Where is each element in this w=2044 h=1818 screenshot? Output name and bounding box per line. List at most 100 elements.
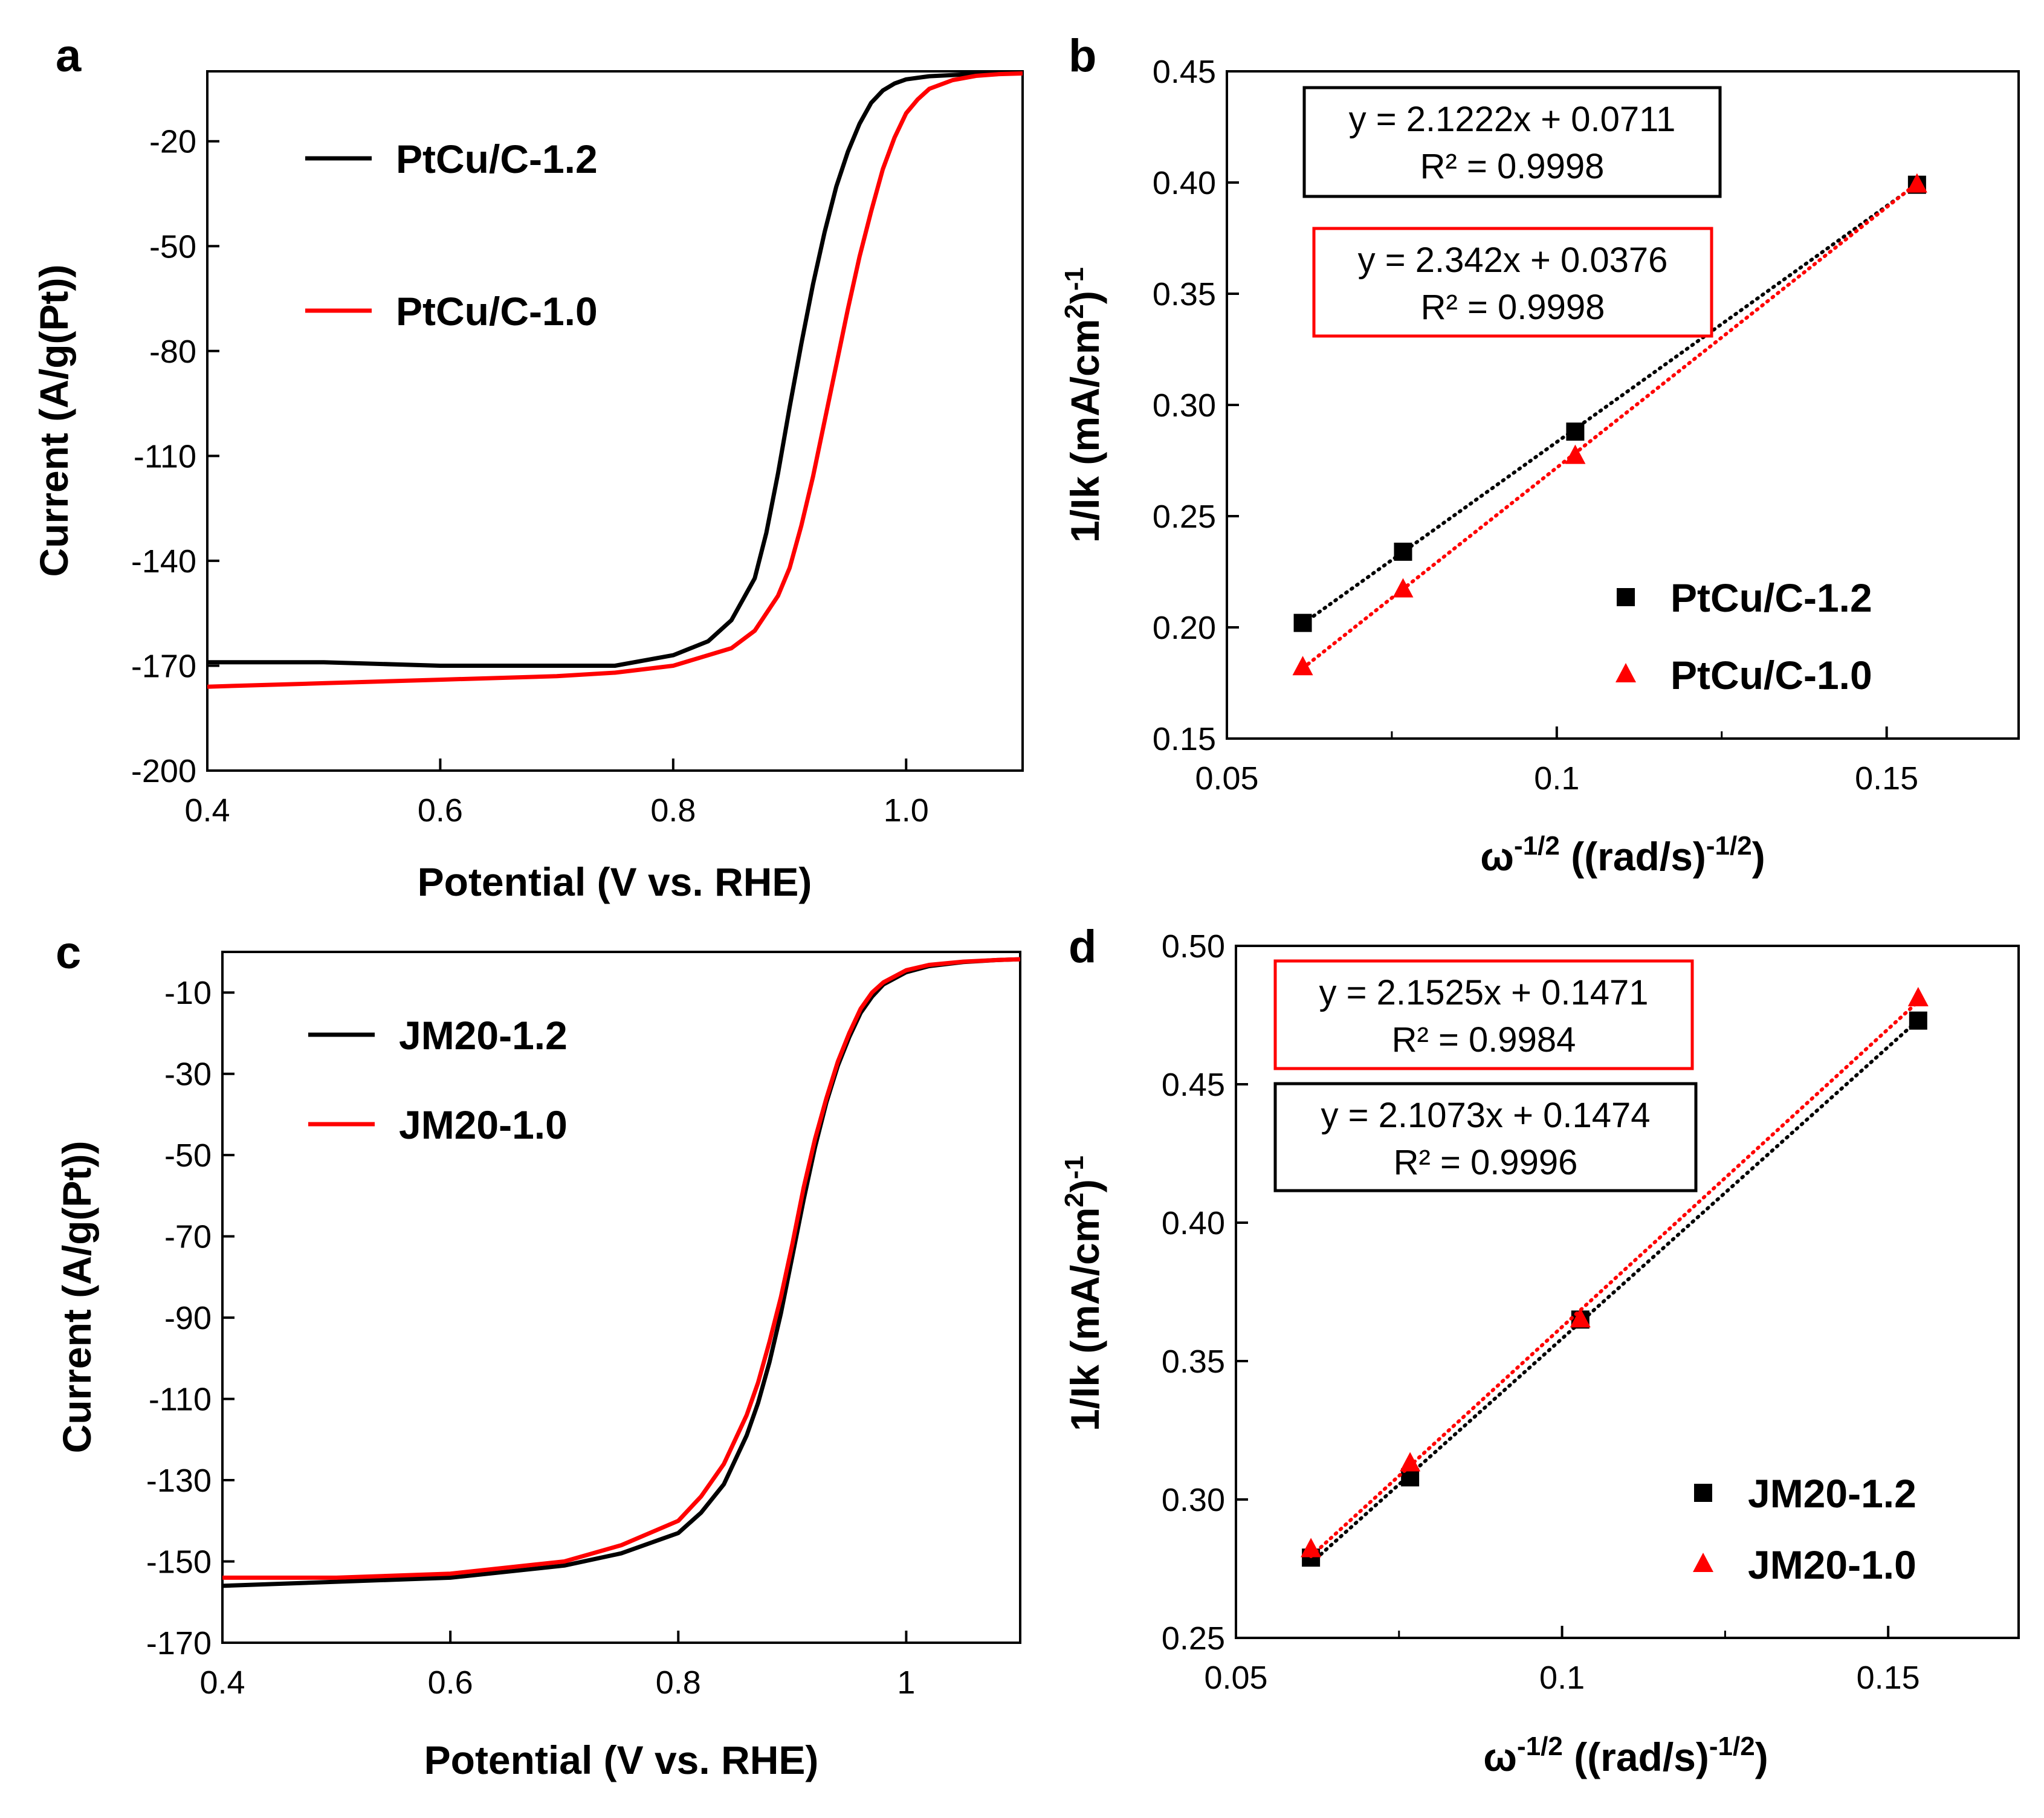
y-tick-label: -50 [149, 228, 196, 265]
data-point-JM20-1.0 [1301, 1538, 1322, 1558]
y-tick-label: -200 [131, 753, 196, 789]
legend-label: PtCu/C-1.2 [1670, 575, 1872, 620]
equation-box [1312, 227, 1713, 338]
fit-r2: R² = 0.9998 [1421, 288, 1605, 327]
data-point-PtCu/C-1.0 [1906, 173, 1927, 193]
x-tick-label: 0.1 [1539, 1660, 1585, 1696]
plot-frame [1235, 945, 2020, 1639]
series-line-JM20-1.2 [222, 957, 1020, 1588]
data-point-PtCu/C-1.2 [1566, 422, 1585, 441]
fit-equation: y = 2.342x + 0.0376 [1358, 241, 1668, 280]
y-tick-label: -130 [146, 1463, 212, 1499]
series-line-JM20-1.0 [222, 957, 1020, 1580]
fit-r2: R² = 0.9996 [1394, 1143, 1578, 1182]
y-tick-label: -30 [164, 1056, 212, 1093]
legend-label: JM20-1.2 [1748, 1471, 1916, 1516]
y-tick-label: 0.35 [1153, 276, 1216, 312]
y-tick-label: 0.45 [1153, 54, 1216, 90]
y-axis-title: Current (A/g(Pt)) [54, 1141, 99, 1454]
legend-label: JM20-1.0 [1748, 1542, 1916, 1587]
equation-box [1273, 959, 1694, 1070]
y-tick-label: 0.50 [1162, 928, 1225, 965]
y-tick-label: -110 [134, 438, 196, 474]
y-tick-label: -50 [164, 1137, 212, 1174]
data-point-PtCu/C-1.2 [1394, 542, 1412, 561]
legend-marker [1617, 588, 1635, 606]
panel-letter: d [1069, 921, 1096, 972]
y-tick-label: -170 [131, 648, 196, 684]
legend-label: PtCu/C-1.0 [1670, 653, 1872, 697]
x-tick-label: 1.0 [884, 792, 929, 829]
y-tick-label: -150 [146, 1544, 212, 1580]
y-tick-label: -170 [146, 1625, 212, 1661]
x-tick-label: 0.1 [1534, 760, 1579, 797]
y-axis-title: 1/Ik (mA/cm2)-1 [1059, 1156, 1107, 1431]
x-tick-label: 0.8 [656, 1664, 701, 1701]
legend-marker [1694, 1484, 1712, 1502]
y-tick-label: -70 [164, 1219, 212, 1255]
plot-frame [221, 951, 1021, 1644]
y-tick-label: -20 [149, 124, 196, 160]
x-tick-label: 0.15 [1855, 760, 1918, 797]
y-tick-label: -80 [149, 334, 196, 370]
y-axis-title: 1/Ik (mA/cm2)-1 [1059, 267, 1107, 543]
data-point-PtCu/C-1.0 [1392, 578, 1414, 598]
x-tick-label: 0.4 [184, 792, 230, 829]
legend-marker [1693, 1553, 1713, 1572]
y-axis-title: Current (A/g(Pt)) [31, 265, 76, 577]
trendline-JM20-1.0 [1309, 1000, 1920, 1558]
y-tick-label: 0.25 [1162, 1620, 1225, 1657]
data-point-PtCu/C-1.2 [1293, 613, 1312, 632]
y-tick-label: 0.45 [1162, 1067, 1225, 1103]
x-tick-label: 0.05 [1195, 760, 1258, 797]
y-tick-label: -110 [149, 1382, 212, 1418]
x-axis-title: ω-1/2 ((rad/s)-1/2) [1483, 1732, 1768, 1779]
legend-label: JM20-1.0 [399, 1102, 568, 1147]
equation-box [1273, 1082, 1698, 1192]
equation-box [1302, 86, 1722, 198]
data-point-JM20-1.0 [1570, 1308, 1591, 1328]
x-axis-title: ω-1/2 ((rad/s)-1/2) [1480, 831, 1765, 879]
data-point-PtCu/C-1.0 [1565, 444, 1586, 464]
data-point-JM20-1.0 [1400, 1452, 1421, 1472]
data-point-JM20-1.0 [1907, 987, 1929, 1007]
x-axis-title: Potential (V vs. RHE) [424, 1738, 819, 1782]
data-point-JM20-1.2 [1909, 1011, 1927, 1030]
y-tick-label: 0.30 [1162, 1482, 1225, 1518]
x-tick-label: 0.6 [428, 1664, 473, 1701]
x-tick-label: 0.05 [1204, 1660, 1267, 1696]
panel-letter: b [1069, 30, 1096, 82]
y-tick-label: 0.40 [1153, 165, 1216, 201]
panel-d: d 0.25 0.30 0.35 0.40 0.45 0.50 0.05 0.1 0.15 ω-1/… [1059, 921, 2020, 1779]
fit-r2: R² = 0.9998 [1420, 147, 1605, 186]
legend-label: PtCu/C-1.0 [396, 289, 598, 334]
y-tick-label: 0.30 [1153, 387, 1216, 424]
fit-equation: y = 2.1073x + 0.1474 [1321, 1096, 1651, 1135]
y-tick-label: 0.15 [1153, 721, 1216, 757]
x-tick-label: 0.8 [650, 792, 696, 829]
series-line-PtCu/C-1.0 [207, 71, 1023, 689]
fit-equation: y = 2.1525x + 0.1471 [1319, 973, 1649, 1012]
fit-equation: y = 2.1222x + 0.0711 [1349, 100, 1676, 139]
legend-label: PtCu/C-1.2 [396, 137, 598, 181]
data-point-PtCu/C-1.0 [1292, 656, 1313, 676]
y-tick-label: 0.40 [1162, 1205, 1225, 1241]
y-tick-label: 0.20 [1153, 610, 1216, 646]
panel-letter: c [56, 927, 81, 979]
plot-area [207, 71, 1023, 689]
fit-r2: R² = 0.9984 [1392, 1020, 1576, 1059]
y-tick-label: -90 [164, 1300, 212, 1336]
plot-frame [206, 70, 1024, 772]
x-tick-label: 0.15 [1857, 1660, 1920, 1696]
y-tick-label: -140 [131, 543, 196, 580]
plot-area [1301, 987, 1929, 1567]
x-tick-label: 0.6 [418, 792, 463, 829]
y-tick-label: 0.35 [1162, 1344, 1225, 1380]
panel-b: b 0.15 0.20 0.25 0.30 0.35 0.40 0.45 0.05 0.1 0.15… [1059, 30, 2020, 879]
plot-area [1292, 173, 1927, 676]
legend-label: JM20-1.2 [399, 1013, 568, 1058]
panel-letter: a [56, 30, 82, 82]
